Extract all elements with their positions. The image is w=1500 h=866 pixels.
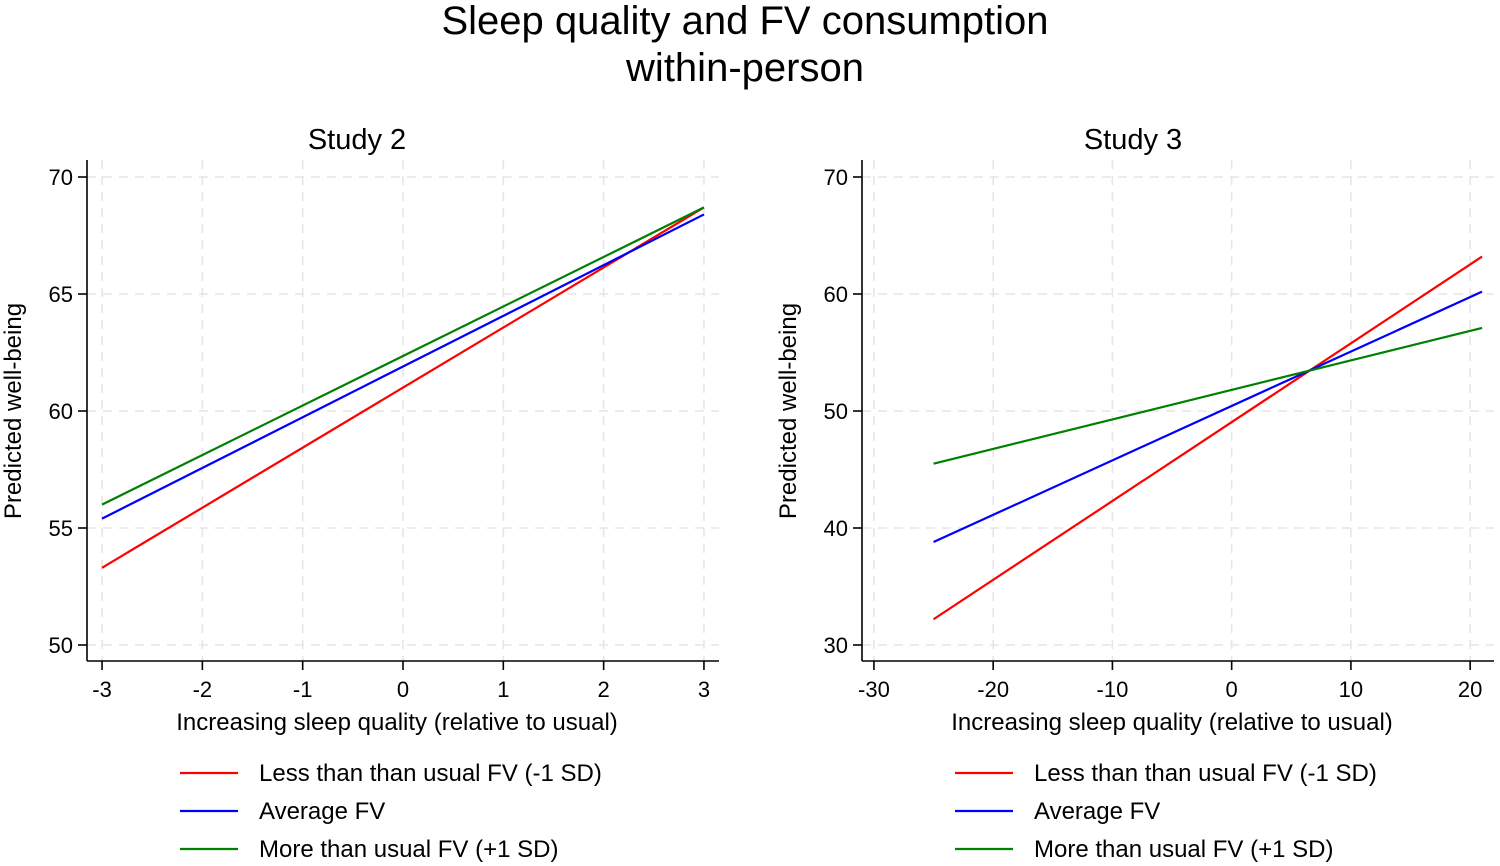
legend-label-1: Less than than usual FV (-1 SD) [259, 760, 602, 787]
x-tick-label: -10 [1097, 677, 1129, 702]
y-tick-label: 60 [49, 399, 73, 424]
y-tick-label: 30 [824, 633, 848, 658]
y-tick-label: 65 [49, 282, 73, 307]
panel-title: Study 2 [308, 124, 406, 156]
x-tick-label: -3 [92, 677, 112, 702]
x-tick-label: -1 [293, 677, 313, 702]
panel-study-2: Study 2 50 55 60 65 70 -3 -2 -1 0 1 2 3 Increasing sl… [0, 124, 719, 863]
x-tick-label: 2 [598, 677, 610, 702]
figure-title-line2: within-person [625, 46, 864, 90]
x-tick-label: 0 [1226, 677, 1238, 702]
y-tick-label: 70 [824, 165, 848, 190]
figure-title-line1: Sleep quality and FV consumption [441, 0, 1048, 43]
x-axis-label: Increasing sleep quality (relative to us… [951, 709, 1393, 736]
y-tick-label: 40 [824, 516, 848, 541]
x-tick-label: 0 [397, 677, 409, 702]
legend-label-1: Less than than usual FV (-1 SD) [1034, 760, 1377, 787]
series-line-2 [933, 290, 1483, 544]
x-tick-label: 3 [698, 677, 710, 702]
x-tick-label: -30 [858, 677, 890, 702]
y-axis-label: Predicted well-being [0, 303, 27, 519]
series-line-1 [101, 206, 705, 569]
series-line-2 [101, 213, 705, 520]
panel-title: Study 3 [1084, 124, 1182, 156]
legend-label-2: Average FV [259, 798, 385, 825]
panel-study-3: Study 3 30 40 50 60 70 -30 -20 -10 0 10 20 Increasin… [775, 124, 1494, 863]
y-tick-label: 50 [824, 399, 848, 424]
y-axis-label: Predicted well-being [775, 303, 802, 519]
series-line-1 [932, 255, 1483, 621]
x-tick-label: -2 [193, 677, 213, 702]
series-line-3 [101, 206, 705, 506]
y-tick-label: 50 [49, 633, 73, 658]
legend-label-3: More than usual FV (+1 SD) [259, 836, 558, 863]
x-tick-label: 20 [1458, 677, 1482, 702]
y-tick-label: 70 [49, 165, 73, 190]
x-tick-label: 1 [497, 677, 509, 702]
legend-label-3: More than usual FV (+1 SD) [1034, 836, 1333, 863]
x-axis-label: Increasing sleep quality (relative to us… [176, 709, 618, 736]
legend-label-2: Average FV [1034, 798, 1160, 825]
series-line-3 [933, 326, 1483, 465]
y-tick-label: 55 [49, 516, 73, 541]
y-tick-label: 60 [824, 282, 848, 307]
x-tick-label: -20 [977, 677, 1009, 702]
x-tick-label: 10 [1339, 677, 1363, 702]
